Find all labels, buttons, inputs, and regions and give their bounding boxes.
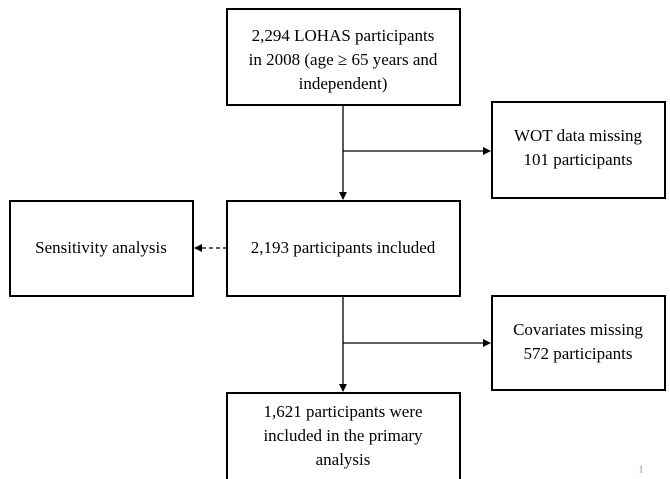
node-text: Covariates missing [513,320,643,339]
node-box [9,200,194,297]
node-text: 1,621 participants were [263,402,422,421]
node-text: WOT data missing [514,126,643,145]
node-text: 101 participants [523,150,632,169]
node-box [491,295,666,391]
node-text: independent) [299,74,388,93]
labels: 2,294 LOHAS participants in 2008 (age ≥ … [35,26,643,475]
node-text: 2,193 participants included [251,238,436,257]
node-text: 2,294 LOHAS participants [252,26,435,45]
node-box [226,200,461,297]
node-text: included in the primary [263,426,423,445]
node-text: analysis [316,450,371,469]
node-text: 572 participants [523,344,632,363]
node-text: in 2008 (age ≥ 65 years and [249,50,438,69]
node-box [491,101,666,199]
node-box [226,8,461,106]
node-text: Sensitivity analysis [35,238,167,257]
page-number: 1 [639,464,644,475]
node-box [226,392,461,479]
